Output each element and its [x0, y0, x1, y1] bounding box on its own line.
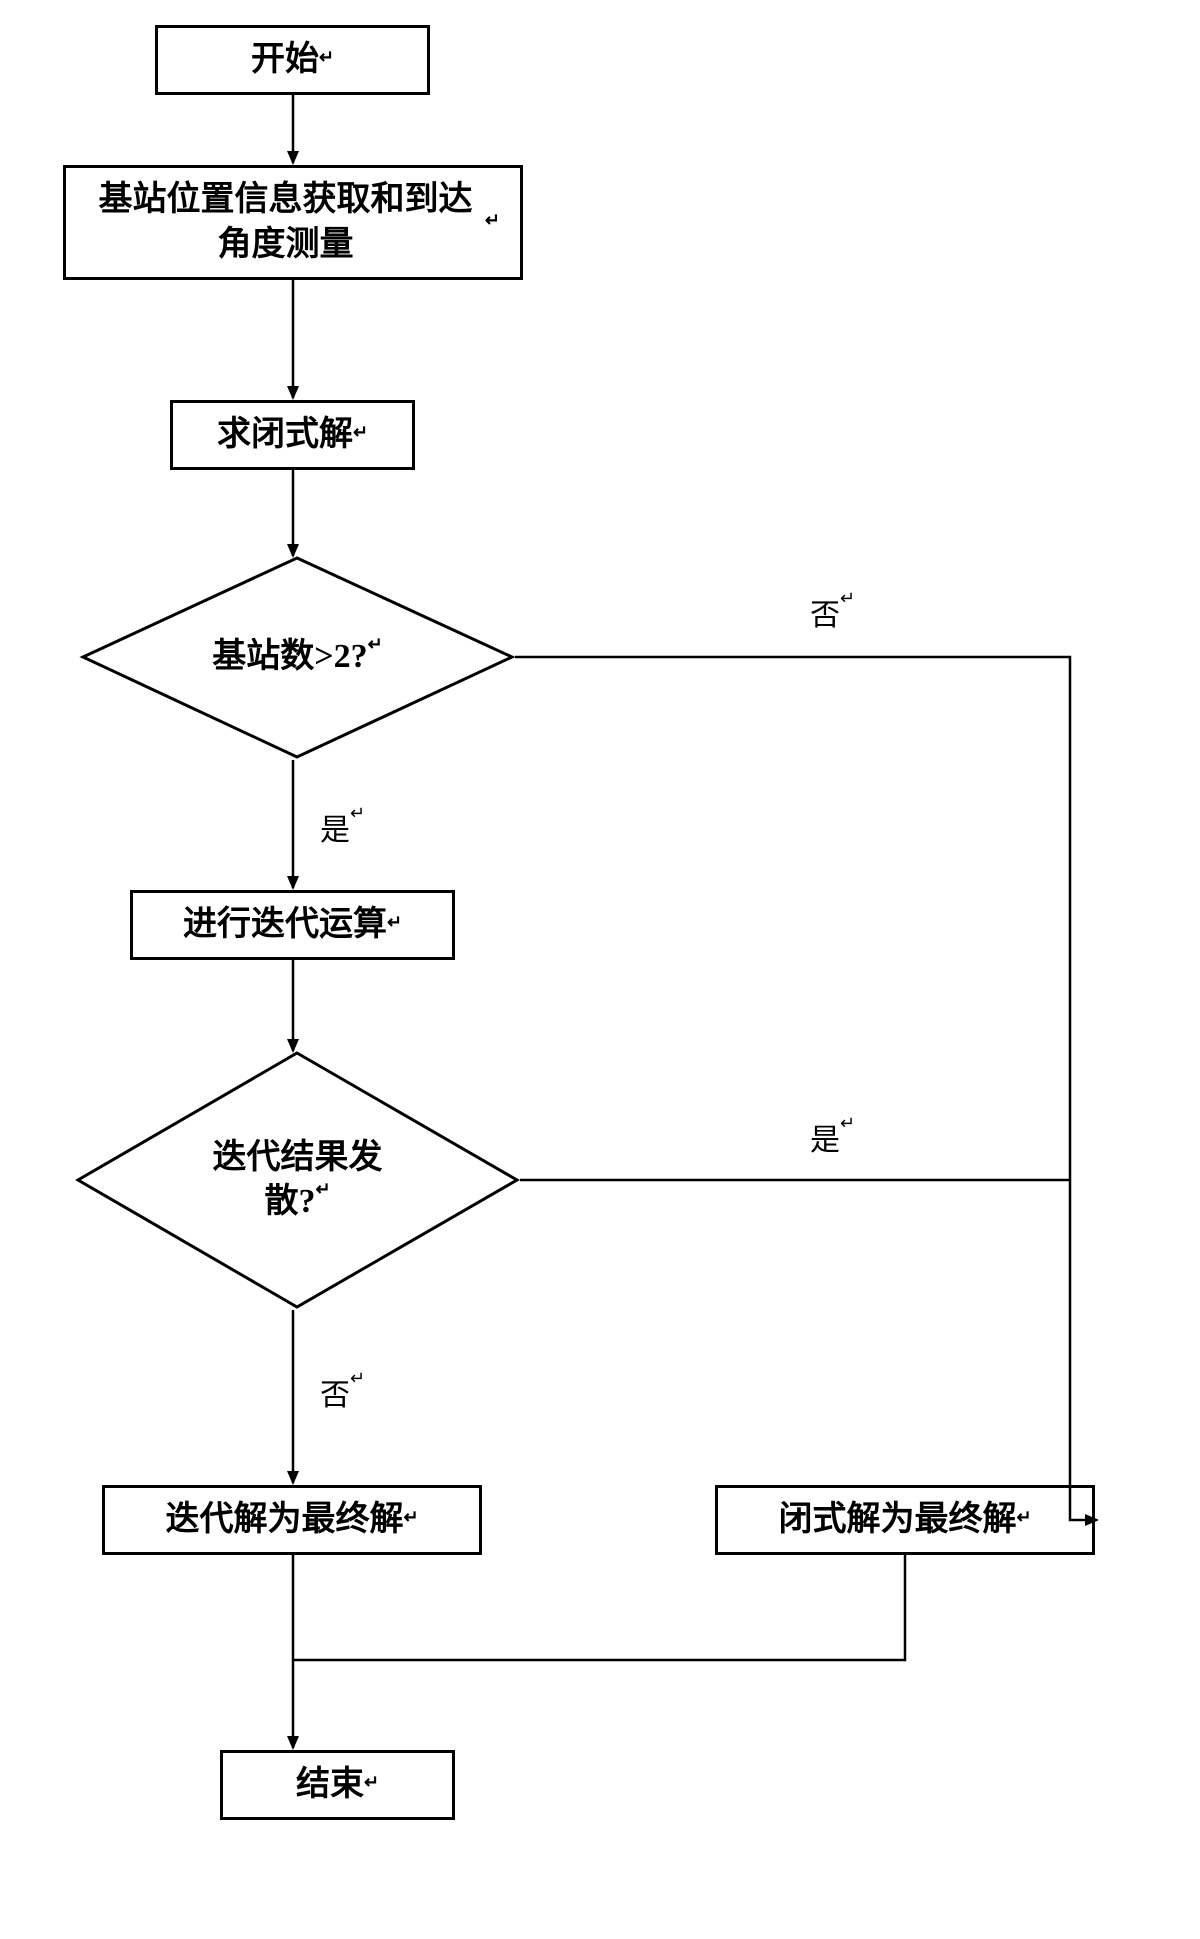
node-d1-text: 基站数>2?↵ — [212, 635, 382, 679]
node-d2-text: 迭代结果发散?↵ — [198, 1136, 398, 1224]
flowchart-container: 开始↵ 基站位置信息获取和到达角度测量↵ 求闭式解↵ 基站数>2?↵ 进行迭代运… — [0, 0, 1200, 1939]
edges-svg — [0, 0, 1200, 1939]
